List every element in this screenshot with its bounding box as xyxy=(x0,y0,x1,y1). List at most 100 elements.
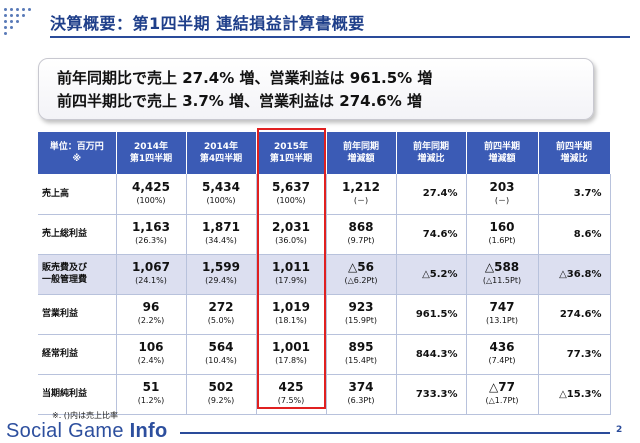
cell-subvalue: (10.4%) xyxy=(205,356,237,365)
dot xyxy=(4,20,7,23)
cell-value: 1,599 xyxy=(202,260,240,274)
cell-value: 5,434 xyxy=(202,179,240,194)
cell-subvalue: (100%) xyxy=(206,195,236,205)
cell-subvalue: (100%) xyxy=(276,195,306,205)
footer-divider xyxy=(180,432,610,434)
value-cell: 1,163 (26.3%) xyxy=(116,214,187,255)
cell-value: 272 xyxy=(208,300,234,314)
cell-subvalue: (△1.7Pt) xyxy=(485,396,519,405)
row-label: 売上総利益 xyxy=(38,214,117,255)
column-header: 2015年 第1四半期 xyxy=(256,132,327,174)
value-cell: 868 (9.7Pt) xyxy=(326,214,397,255)
value-cell: 272 (5.0%) xyxy=(186,294,257,335)
cell-value: 106 xyxy=(138,340,164,354)
cell-subvalue: (15.9Pt) xyxy=(344,316,377,325)
cell-value: 1,011 xyxy=(272,260,310,274)
summary-box: 前年同期比で売上 27.4% 増、営業利益は 961.5% 増 前四半期比で売上… xyxy=(38,58,594,120)
cell-value: 502 xyxy=(208,380,234,394)
cell-subvalue: (13.1Pt) xyxy=(485,316,518,325)
table-row: 当期純利益 51 (1.2%) 502 (9.2%) 425 (7.5%) 374 (6.3Pt… xyxy=(38,374,611,415)
cell-value: 923 xyxy=(348,300,374,314)
slide-title: 決算概要：第1四半期 連結損益計算書概要 xyxy=(50,14,365,33)
value-cell: 96 (2.2%) xyxy=(116,294,187,335)
column-header: 単位：百万円 ※ xyxy=(38,132,117,174)
cell-value: 425 xyxy=(278,380,304,394)
value-cell: 564 (10.4%) xyxy=(186,334,257,375)
cell-value: 1,067 xyxy=(132,260,170,274)
cell-subvalue: (34.4%) xyxy=(205,236,237,245)
row-label: 売上高 xyxy=(38,174,117,215)
cell-subvalue: (5.0%) xyxy=(207,316,235,325)
dot xyxy=(16,8,19,11)
cell-subvalue: (2.4%) xyxy=(137,356,165,365)
column-header: 2014年 第4四半期 xyxy=(186,132,257,174)
percent-cell: 77.3% xyxy=(538,334,611,375)
cell-value: 51 xyxy=(142,380,160,394)
cell-subvalue: (7.5%) xyxy=(277,396,305,405)
value-cell: 1,019 (18.1%) xyxy=(256,294,327,335)
value-cell: 5,637 (100%) xyxy=(256,174,327,215)
value-cell: 5,434 (100%) xyxy=(186,174,257,215)
value-cell: 1,871 (34.4%) xyxy=(186,214,257,255)
column-header: 前年同期 増減額 xyxy=(326,132,397,174)
percent-cell: 733.3% xyxy=(396,374,467,415)
cell-subvalue: (2.2%) xyxy=(137,316,165,325)
dot xyxy=(4,32,7,35)
value-cell: 2,031 (36.0%) xyxy=(256,214,327,255)
dot xyxy=(28,8,31,11)
percent-cell: 74.6% xyxy=(396,214,467,255)
value-cell: 1,067 (24.1%) xyxy=(116,254,187,295)
cell-value: 1,212 xyxy=(342,179,380,194)
value-cell: 425 (7.5%) xyxy=(256,374,327,415)
cell-value: 1,871 xyxy=(202,220,240,234)
percent-cell: 844.3% xyxy=(396,334,467,375)
cell-subvalue: (17.8%) xyxy=(275,356,307,365)
cell-subvalue: (1.2%) xyxy=(137,396,165,405)
cell-value: 96 xyxy=(142,300,160,314)
row-label: 経常利益 xyxy=(38,334,117,375)
cell-value: 747 xyxy=(489,300,515,314)
table-row: 売上高 4,425 (100%) 5,434 (100%) 5,637 (100%) 1,21… xyxy=(38,174,611,215)
cell-subvalue: (△6.2Pt) xyxy=(344,276,378,285)
cell-subvalue: (24.1%) xyxy=(135,276,167,285)
summary-line-1: 前年同期比で売上 27.4% 増、営業利益は 961.5% 増 xyxy=(57,69,433,87)
row-label: 当期純利益 xyxy=(38,374,117,415)
decorative-dots xyxy=(4,8,40,44)
cell-value: 374 xyxy=(348,380,374,394)
value-cell: 436 (7.4Pt) xyxy=(466,334,539,375)
header-divider xyxy=(50,36,630,38)
cell-subvalue: (100%) xyxy=(136,195,166,205)
cell-subvalue: (36.0%) xyxy=(275,236,307,245)
cell-subvalue: (26.3%) xyxy=(135,236,167,245)
value-cell: 160 (1.6Pt) xyxy=(466,214,539,255)
value-cell: 747 (13.1Pt) xyxy=(466,294,539,335)
value-cell: 923 (15.9Pt) xyxy=(326,294,397,335)
percent-cell: 3.7% xyxy=(538,174,611,215)
percent-cell: △36.8% xyxy=(538,254,611,295)
cell-value: △56 xyxy=(348,260,374,274)
cell-subvalue: (7.4Pt) xyxy=(488,356,516,365)
dot xyxy=(4,14,7,17)
value-cell: 374 (6.3Pt) xyxy=(326,374,397,415)
column-header: 前四半期 増減比 xyxy=(538,132,611,174)
row-label: 営業利益 xyxy=(38,294,117,335)
value-cell: △77 (△1.7Pt) xyxy=(466,374,539,415)
cell-value: △77 xyxy=(489,380,515,394)
value-cell: 51 (1.2%) xyxy=(116,374,187,415)
value-cell: 4,425 (100%) xyxy=(116,174,187,215)
cell-subvalue: (9.2%) xyxy=(207,396,235,405)
table-header-row: 単位：百万円 ※ 2014年 第1四半期 2014年 第4四半期 2015年 第1四半期 前年同… xyxy=(38,132,611,174)
percent-cell: 8.6% xyxy=(538,214,611,255)
table-row: 経常利益 106 (2.4%) 564 (10.4%) 1,001 (17.8%) 895 (1… xyxy=(38,334,611,375)
cell-value: 4,425 xyxy=(132,179,170,194)
summary-line-2: 前四半期比で売上 3.7% 増、営業利益は 274.6% 増 xyxy=(57,92,422,110)
value-cell: 203 (－) xyxy=(466,174,539,215)
dot xyxy=(16,20,19,23)
footnote: ※. ()内は売上比率 xyxy=(52,411,119,420)
dot xyxy=(10,20,13,23)
table-row: 販売費及び 一般管理費 1,067 (24.1%) 1,599 (29.4%) 1,011 (… xyxy=(38,254,611,295)
slide-header: 決算概要：第1四半期 連結損益計算書概要 xyxy=(0,0,640,48)
percent-cell: 27.4% xyxy=(396,174,467,215)
value-cell: 1,212 (－) xyxy=(326,174,397,215)
cell-subvalue: (6.3Pt) xyxy=(347,396,375,405)
